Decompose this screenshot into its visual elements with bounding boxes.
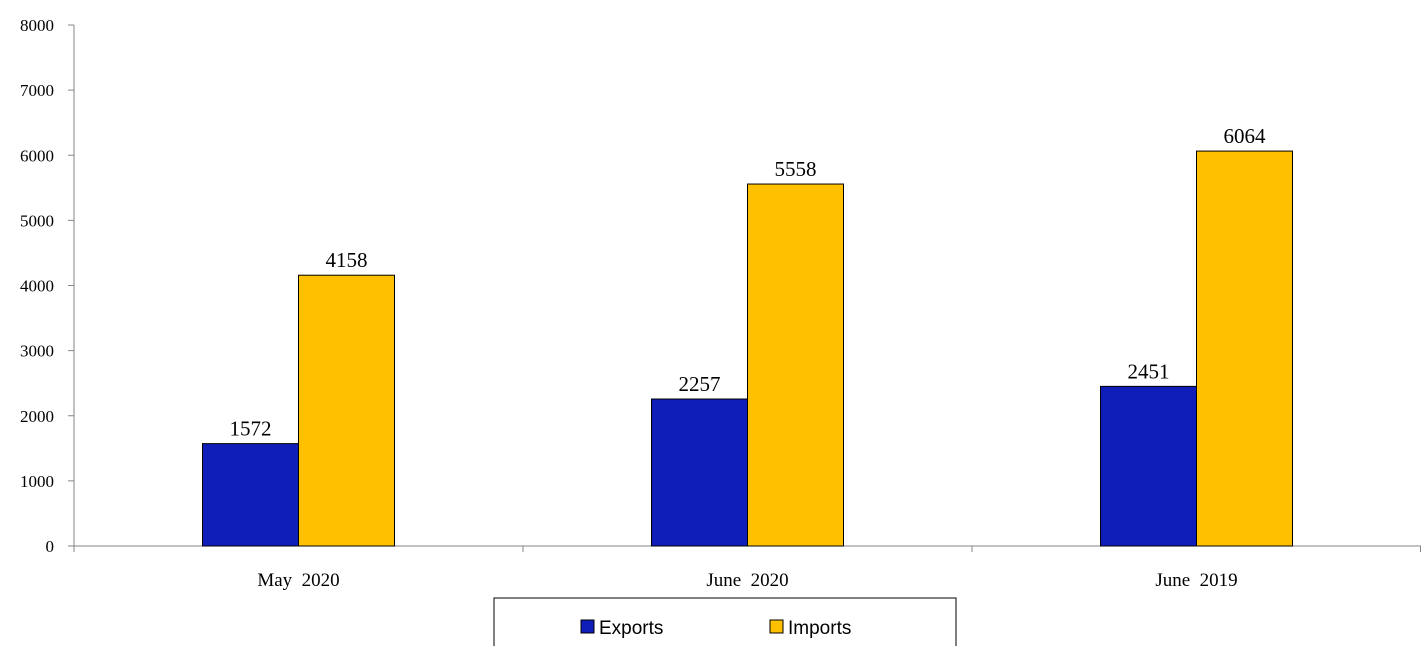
legend-swatch-exports bbox=[580, 619, 595, 634]
legend-label-imports: Imports bbox=[788, 618, 851, 639]
y-tick-label: 6000 bbox=[20, 146, 54, 165]
axes: 0 1000 2000 3000 4000 5000 6000 7000 8000 May 202… bbox=[20, 16, 1421, 591]
y-tick-label: 5000 bbox=[20, 211, 54, 230]
bar-exports bbox=[651, 398, 748, 547]
y-tick-label: 1000 bbox=[20, 472, 54, 491]
x-category-label: May 2020 bbox=[257, 570, 339, 591]
data-label: 4158 bbox=[326, 248, 368, 272]
data-label: 1572 bbox=[230, 417, 272, 441]
legend-swatch-imports bbox=[769, 619, 784, 634]
y-tick-label: 8000 bbox=[20, 16, 54, 35]
bar-imports bbox=[747, 183, 844, 547]
bar-imports bbox=[298, 274, 395, 547]
y-tick-label: 4000 bbox=[20, 277, 54, 296]
data-label: 5558 bbox=[775, 157, 817, 181]
x-category-label: June 2019 bbox=[1155, 570, 1237, 591]
data-label: 2451 bbox=[1128, 359, 1170, 383]
y-tick-label: 3000 bbox=[20, 342, 54, 361]
bar-imports bbox=[1196, 150, 1293, 547]
legend-box bbox=[493, 597, 957, 646]
bar-exports bbox=[202, 443, 299, 547]
x-category-label: June 2020 bbox=[706, 570, 788, 591]
legend-label-exports: Exports bbox=[599, 618, 663, 639]
bar-exports bbox=[1100, 385, 1197, 547]
data-labels: 1572 4158 2257 5558 2451 6064 bbox=[230, 124, 1267, 441]
bars bbox=[202, 150, 1293, 547]
data-label: 6064 bbox=[1224, 124, 1267, 148]
legend: Exports Imports bbox=[493, 597, 957, 646]
data-label: 2257 bbox=[679, 372, 721, 396]
y-tick-label: 7000 bbox=[20, 81, 54, 100]
y-tick-label: 2000 bbox=[20, 407, 54, 426]
y-tick-label: 0 bbox=[46, 537, 55, 556]
